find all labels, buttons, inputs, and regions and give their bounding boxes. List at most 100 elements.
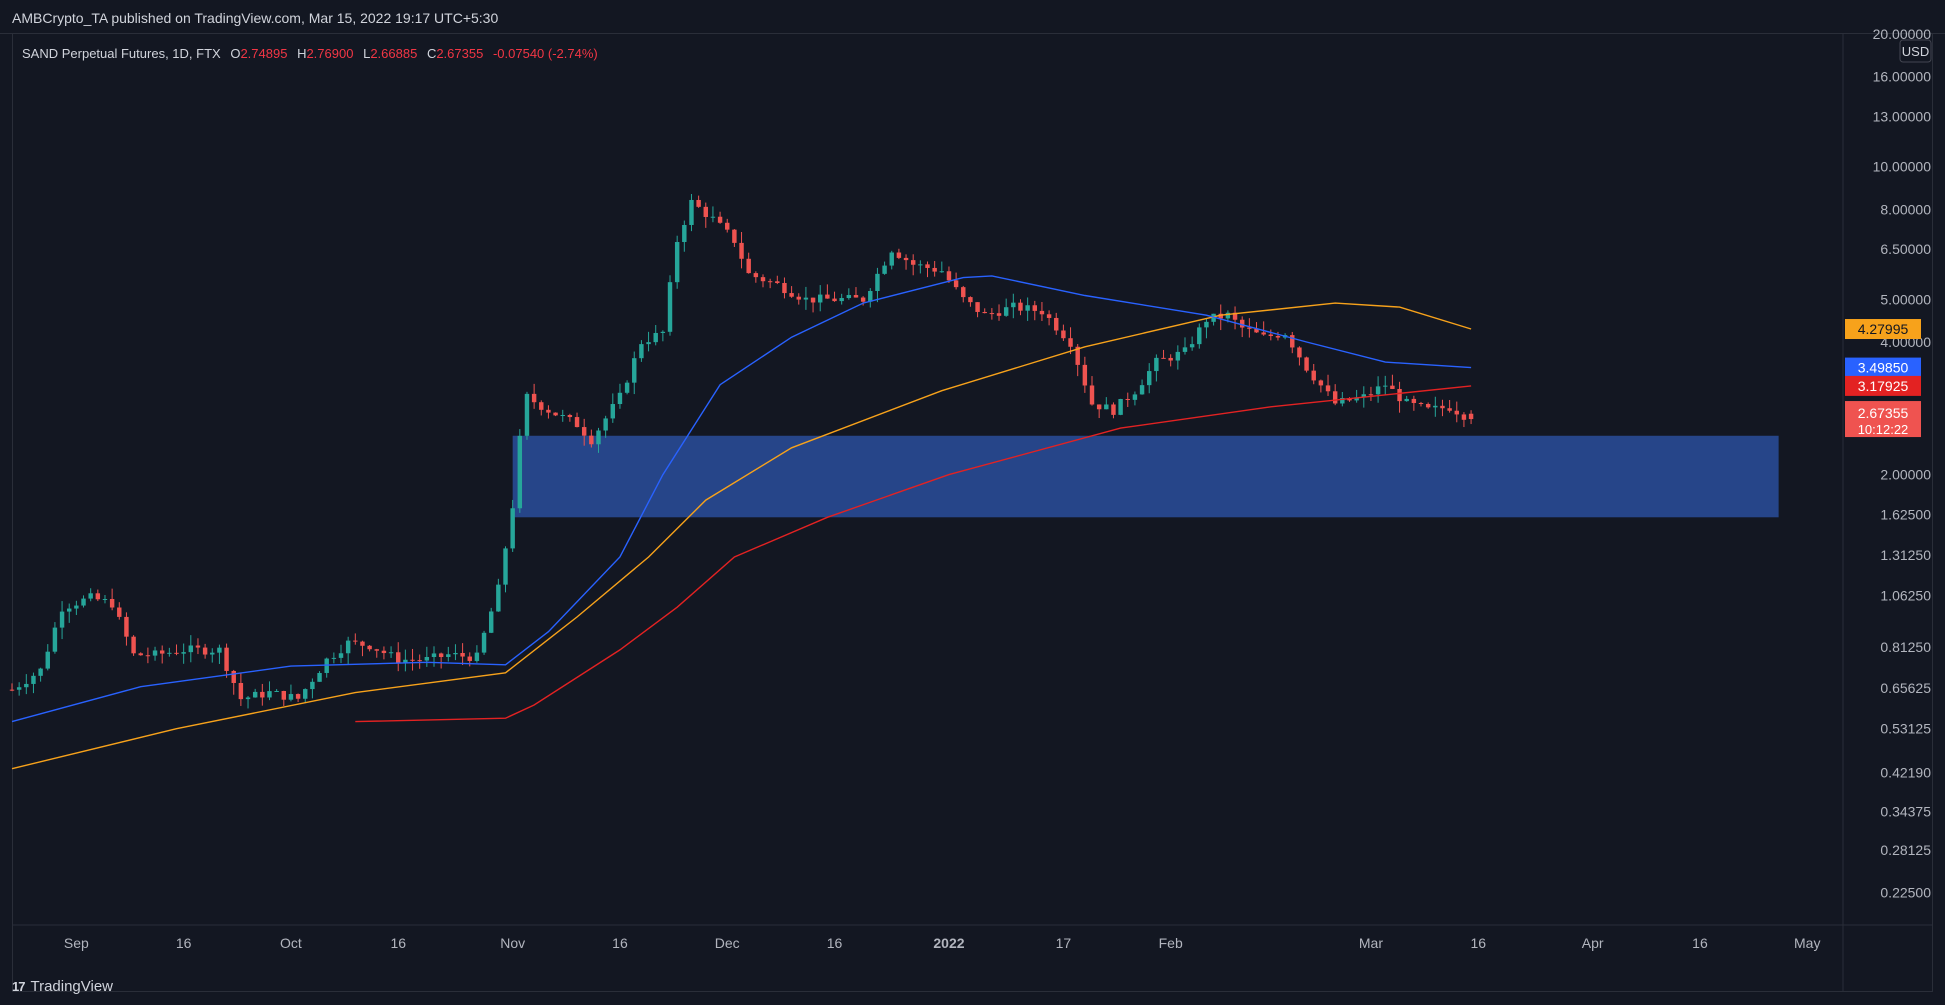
candle-body[interactable] [474, 652, 480, 661]
candle-body[interactable] [603, 418, 608, 431]
candle-body[interactable] [1096, 404, 1102, 410]
candle-body[interactable] [753, 273, 759, 278]
candle-body[interactable] [1397, 388, 1402, 402]
candle-body[interactable] [910, 260, 916, 265]
candle-body[interactable] [1468, 413, 1474, 420]
candle-body[interactable] [1361, 394, 1367, 398]
candle-body[interactable] [767, 281, 773, 283]
candle-body[interactable] [1068, 338, 1073, 347]
candle-body[interactable] [1232, 312, 1238, 320]
candle-body[interactable] [260, 691, 265, 698]
candle-body[interactable] [739, 242, 744, 259]
candle-body[interactable] [181, 652, 186, 654]
candle-body[interactable] [374, 649, 379, 651]
candle-body[interactable] [1197, 327, 1202, 345]
candle-body[interactable] [67, 608, 72, 612]
candle-body[interactable] [1218, 313, 1223, 319]
candle-body[interactable] [1447, 408, 1452, 411]
candle-body[interactable] [775, 281, 780, 284]
candle-body[interactable] [1225, 312, 1231, 319]
candle-body[interactable] [1089, 385, 1095, 405]
candle-body[interactable] [167, 652, 172, 654]
candle-body[interactable] [732, 229, 737, 243]
candle-body[interactable] [131, 636, 136, 654]
candle-body[interactable] [59, 611, 65, 628]
price-tag[interactable] [1845, 357, 1921, 378]
candle-body[interactable] [1039, 310, 1045, 315]
candle-body[interactable] [1075, 346, 1080, 365]
candle-body[interactable] [1125, 399, 1130, 401]
candle-body[interactable] [1368, 394, 1374, 396]
candle-body[interactable] [682, 224, 687, 243]
candle-body[interactable] [331, 657, 337, 659]
candle-body[interactable] [982, 311, 987, 314]
support-zone-rect[interactable] [512, 435, 1779, 518]
candle-body[interactable] [1161, 357, 1166, 359]
candle-body[interactable] [581, 427, 587, 436]
candle-body[interactable] [1454, 410, 1459, 415]
candle-body[interactable] [1168, 357, 1173, 361]
candle-body[interactable] [1011, 302, 1016, 308]
candle-body[interactable] [803, 297, 809, 300]
candle-body[interactable] [875, 273, 880, 292]
candle-body[interactable] [639, 344, 644, 359]
candle-body[interactable] [632, 358, 637, 383]
candle-body[interactable] [159, 650, 165, 654]
candle-body[interactable] [1433, 405, 1438, 408]
candle-body[interactable] [896, 252, 902, 258]
candle-body[interactable] [674, 242, 680, 283]
candle-body[interactable] [975, 302, 980, 312]
candle-body[interactable] [360, 641, 365, 646]
candle-body[interactable] [267, 691, 272, 698]
candle-body[interactable] [210, 652, 215, 655]
candle-body[interactable] [817, 294, 823, 303]
candle-body[interactable] [789, 293, 794, 297]
candle-body[interactable] [1383, 385, 1388, 387]
candle-body[interactable] [431, 653, 437, 658]
candle-body[interactable] [31, 675, 36, 684]
candle-body[interactable] [353, 640, 358, 642]
candle-body[interactable] [782, 283, 787, 294]
candle-body[interactable] [1204, 321, 1209, 328]
candle-body[interactable] [696, 199, 701, 207]
candle-body[interactable] [367, 645, 372, 650]
candle-body[interactable] [102, 598, 108, 600]
candle-body[interactable] [1311, 370, 1316, 381]
candle-body[interactable] [1404, 398, 1409, 402]
candle-body[interactable] [517, 435, 523, 509]
candle-body[interactable] [660, 331, 666, 333]
candle-body[interactable] [1261, 332, 1266, 335]
candle-body[interactable] [45, 651, 50, 669]
candle-body[interactable] [860, 297, 866, 302]
candle-body[interactable] [596, 430, 601, 445]
candle-body[interactable] [903, 257, 909, 261]
candle-body[interactable] [303, 689, 308, 699]
candle-body[interactable] [310, 681, 315, 690]
candle-body[interactable] [1139, 385, 1145, 395]
candle-body[interactable] [868, 291, 873, 302]
candle-body[interactable] [1003, 307, 1009, 316]
candle-body[interactable] [195, 645, 201, 648]
candle-body[interactable] [16, 687, 22, 690]
candle-body[interactable] [117, 607, 122, 617]
candle-body[interactable] [689, 199, 694, 225]
candle-body[interactable] [217, 647, 222, 653]
candle-body[interactable] [252, 691, 258, 698]
candle-body[interactable] [138, 653, 143, 656]
candle-body[interactable] [1061, 330, 1066, 339]
candle-body[interactable] [81, 598, 86, 606]
candle-body[interactable] [796, 296, 801, 300]
candle-body[interactable] [560, 415, 565, 417]
candle-body[interactable] [496, 584, 501, 612]
candle-body[interactable] [760, 277, 766, 282]
candle-body[interactable] [1340, 397, 1345, 404]
price-tag[interactable] [1845, 401, 1921, 438]
price-tag[interactable] [1845, 319, 1921, 340]
candle-body[interactable] [317, 672, 322, 682]
candle-body[interactable] [453, 653, 458, 655]
candle-body[interactable] [145, 655, 151, 657]
candle-body[interactable] [1332, 391, 1338, 404]
candle-body[interactable] [531, 393, 537, 403]
candle-body[interactable] [152, 650, 158, 656]
